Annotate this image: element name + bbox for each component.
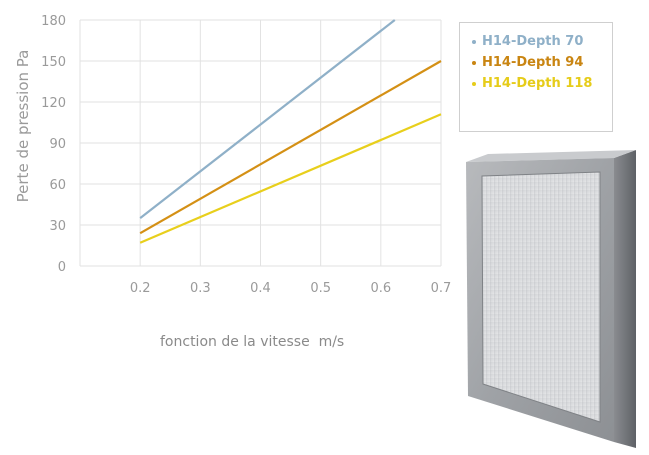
chart: 0 30 60 90 120 150 180 0.2 0.3 0.4 0.5 0.6 0.7 Perte… (14, 14, 451, 296)
y-tick-label: 120 (41, 96, 66, 111)
y-tick-label: 90 (49, 137, 66, 152)
x-axis-label: fonction de la vitesse m/s (160, 334, 345, 350)
legend-marker-1 (472, 60, 476, 65)
legend-label-2: H14-Depth 118 (482, 76, 593, 91)
ticks: 0 30 60 90 120 150 180 0.2 0.3 0.4 0.5 0.6 0.7 (41, 14, 451, 296)
series-line-2 (139, 113, 442, 244)
x-tick-label: 0.6 (370, 281, 391, 296)
legend-item-2: H14-Depth 118 (472, 73, 612, 94)
y-tick-label: 0 (58, 260, 66, 275)
hepa-filter-image (466, 150, 636, 448)
legend-item-1: H14-Depth 94 (472, 52, 612, 73)
x-tick-label: 0.7 (431, 281, 452, 296)
y-tick-label: 60 (49, 178, 66, 193)
x-tick-label: 0.4 (250, 281, 271, 296)
legend-label-1: H14-Depth 94 (482, 55, 584, 70)
series-layer (139, 19, 442, 244)
grid (79, 19, 442, 267)
y-tick-label: 180 (41, 14, 66, 29)
x-tick-label: 0.5 (310, 281, 331, 296)
y-tick-label: 150 (41, 55, 66, 70)
legend-marker-0 (472, 39, 476, 44)
y-tick-label: 30 (49, 219, 66, 234)
legend-marker-2 (472, 81, 476, 86)
x-tick-label: 0.2 (130, 281, 151, 296)
y-axis-label: Perte de pression Pa (14, 50, 32, 203)
series-line-0 (139, 19, 396, 220)
x-tick-label: 0.3 (190, 281, 211, 296)
series-line-1 (139, 60, 442, 235)
legend: H14-Depth 70 H14-Depth 94 H14-Depth 118 (459, 22, 613, 132)
legend-label-0: H14-Depth 70 (482, 34, 584, 49)
legend-item-0: H14-Depth 70 (472, 31, 612, 52)
